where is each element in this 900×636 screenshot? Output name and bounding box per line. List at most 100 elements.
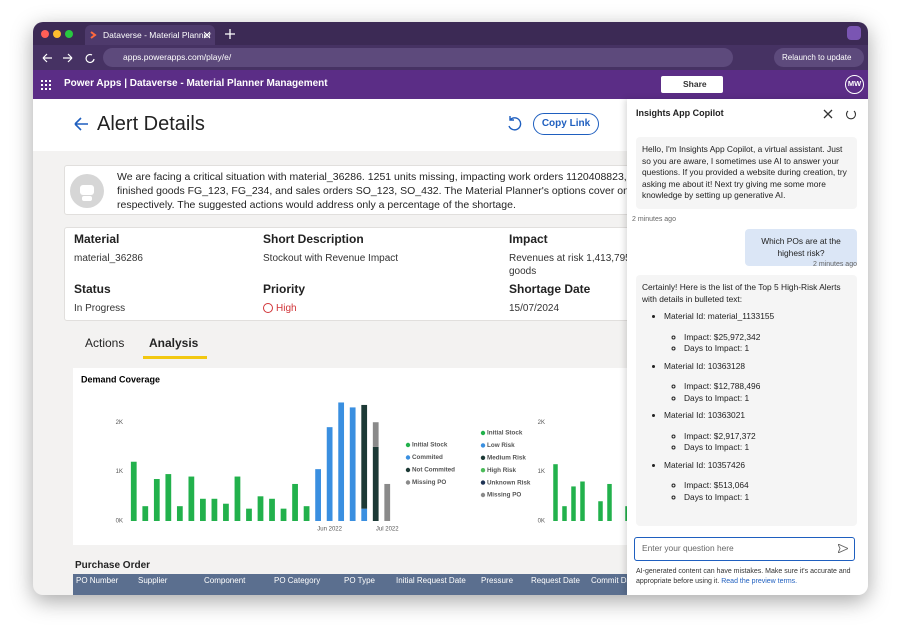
tab-menu[interactable] [847,26,861,40]
input-placeholder: Enter your question here [642,543,734,553]
answer-item: Material Id: 10357426 Impact: $513,064Day… [664,460,851,504]
answer-item: Material Id: material_1133155 Impact: $25… [664,311,851,355]
material-id: Material Id: material_1133155 [664,311,775,321]
legend-swatch [480,455,486,460]
bar [211,498,218,521]
copy-link-button[interactable]: Copy Link [533,113,599,135]
terms-link[interactable]: Read the preview terms. [721,577,798,585]
share-button[interactable]: Share [661,76,723,93]
y-tick-label: 2K [116,420,123,426]
tab-title: Dataverse - Material Planner [103,30,212,40]
bar [361,508,368,521]
column-header: Initial Request Date [396,576,466,585]
field: Short Description Stockout with Revenue I… [263,232,443,265]
tab-close[interactable] [203,31,211,39]
bar [598,501,603,521]
legend-label: Initial Stock [412,442,448,449]
timestamp: 2 minutes ago [813,261,857,268]
message-line: respectively. The suggested actions woul… [117,199,516,211]
legend-swatch [480,443,486,448]
bar [142,506,149,521]
tab[interactable]: Actions [85,336,125,350]
nav-buttons[interactable] [41,52,101,64]
days-to-impact: Days to Impact: 1 [684,442,851,454]
field: Shortage Date 15/07/2024 [509,282,659,315]
legend-label: Unknown Risk [487,479,531,486]
field-value: In Progress [74,303,126,314]
bar [315,469,321,521]
bot-message: Hello, I'm Insights App Copilot, a virtu… [636,137,857,209]
column-header: Request Date [531,576,580,585]
answer-list: Material Id: material_1133155 Impact: $25… [642,311,851,503]
field: Material material_36286 [74,232,254,265]
legend-label: Medium Risk [487,454,526,461]
answer-details: Impact: $12,788,496Days to Impact: 1 [664,381,851,404]
bar [384,483,391,521]
legend-swatch [405,455,411,460]
url-field[interactable]: apps.powerapps.com/play/e/ [103,48,733,67]
legend-label: High Risk [487,467,517,474]
tab-bar: Dataverse - Material Planner [33,22,868,45]
relaunch-button[interactable]: Relaunch to update [774,48,864,67]
chart-title: Demand Coverage [81,374,160,384]
profile-avatar[interactable]: MW [845,75,864,94]
send-button[interactable] [838,544,848,553]
field-value: High [263,302,443,315]
app-header: Power Apps | Dataverse - Material Planne… [33,70,868,99]
back-button[interactable] [73,117,89,131]
page-title: Alert Details [97,113,205,135]
impact: Impact: $12,788,496 [684,381,851,393]
bar [200,498,206,521]
tab[interactable]: Analysis [149,336,199,350]
bot-avatar [70,174,104,208]
copilot-panel: Insights App Copilot Hello, I'm Insights… [627,99,868,595]
answer-details: Impact: $2,917,372Days to Impact: 1 [664,431,851,454]
app-launcher[interactable] [41,80,51,90]
bar [303,506,310,521]
bar [153,479,160,521]
bar [607,483,612,521]
days-to-impact: Days to Impact: 1 [684,343,851,355]
y-tick-label: 1K [538,469,545,475]
bar [223,503,229,521]
tabs: Actions Analysis [73,336,273,362]
message-line: We are facing a critical situation with … [117,171,663,183]
message-text: We are facing a critical situation with … [117,170,663,212]
legend-label: Missing PO [487,492,521,499]
bar [338,402,345,521]
legend-label: Low Risk [487,442,515,449]
table-header: PO Number Supplier Component PO Category PO … [73,574,633,595]
field-value: Stockout with Revenue Impact [263,253,399,264]
copilot-title: Insights App Copilot [636,108,724,118]
disclaimer-text: AI-generated content can have mistakes. … [636,568,851,585]
browser-tab[interactable]: Dataverse - Material Planner [85,25,215,45]
column-header: PO Number [76,576,119,585]
tab-underline [143,356,207,359]
x-tick-label: Jun 2022 [317,527,342,533]
refresh-button[interactable] [506,115,522,133]
impact: Impact: $25,972,342 [684,332,851,344]
material-id: Material Id: 10357426 [664,459,746,470]
bar [176,506,183,521]
bar [257,496,264,521]
profile-initials: MW [847,79,862,88]
column-header: PO Category [274,576,321,585]
bar [326,427,333,521]
tab-icon [90,31,97,39]
bar [234,476,241,521]
field-label: Impact [509,232,548,246]
y-tick-label: 2K [538,420,545,426]
days-to-impact: Days to Impact: 1 [684,492,851,504]
reset-button[interactable] [845,108,857,120]
bot-message: Certainly! Here is the list of the Top 5… [636,275,857,526]
bar [292,483,298,521]
y-tick-label: 0K [116,519,123,525]
new-tab[interactable] [225,29,235,39]
bar [165,474,172,521]
close-button[interactable] [823,109,833,119]
legend-swatch [480,430,486,436]
impact: Impact: $2,917,372 [684,431,851,443]
bar [372,422,379,447]
question-input[interactable]: Enter your question here [634,537,855,561]
